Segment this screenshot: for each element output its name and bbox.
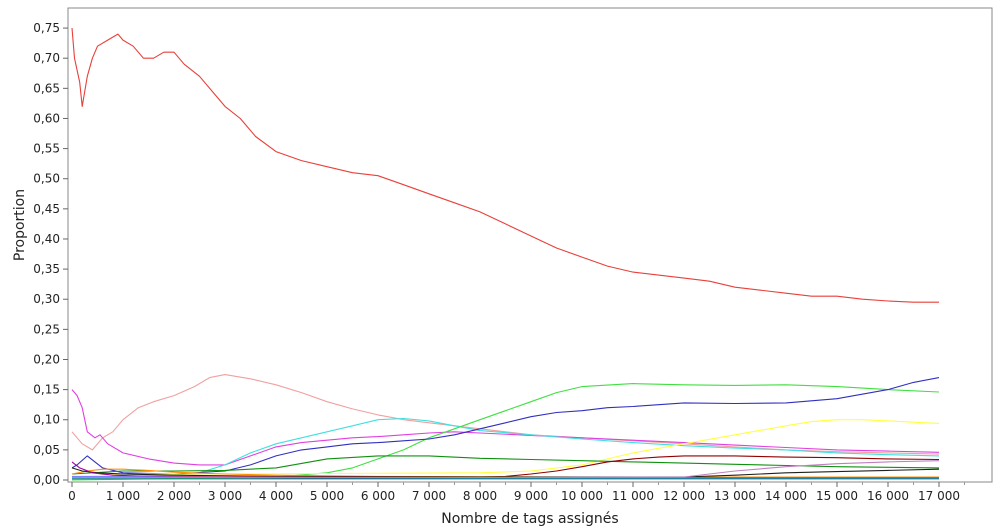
plot-area — [67, 7, 993, 483]
y-tick-label: 0,05 — [33, 443, 60, 457]
y-axis-title: Proportion — [12, 189, 28, 261]
y-tick-label: 0,45 — [33, 202, 60, 216]
x-tick-label: 13 000 — [714, 489, 756, 503]
y-tick-label: 0,70 — [33, 51, 60, 65]
series-layer — [71, 28, 940, 481]
y-tick-label: 0,15 — [33, 383, 60, 397]
x-tick-label: 2 000 — [157, 489, 191, 503]
x-axis: 0 1 000 2 000 3 000 4 000 5 000 6 000 7 000 8 00… — [68, 482, 965, 503]
y-tick-label: 0,25 — [33, 322, 60, 336]
x-axis-title: Nombre de tags assignés — [441, 511, 618, 527]
y-tick-label: 0,40 — [33, 232, 60, 246]
y-tick-label: 0,75 — [33, 21, 60, 35]
x-tick-label: 10 000 — [561, 489, 603, 503]
y-tick-label: 0,35 — [33, 262, 60, 276]
y-tick-label: 0,65 — [33, 81, 60, 95]
series-line-3 — [71, 389, 940, 466]
x-tick-label: 14 000 — [765, 489, 807, 503]
series-line-7 — [71, 419, 940, 478]
x-tick-label: 5 000 — [310, 489, 344, 503]
y-tick-label: 0,60 — [33, 111, 60, 125]
x-tick-label: 17 000 — [918, 489, 960, 503]
x-tick-label: 8 000 — [463, 489, 497, 503]
y-tick-label: 0,00 — [33, 473, 60, 487]
y-tick-label: 0,30 — [33, 292, 60, 306]
y-axis: 0,00 0,05 0,10 0,15 0,20 0,25 0,30 0,35 0,40 0,45… — [33, 21, 68, 487]
x-tick-label: 4 000 — [259, 489, 293, 503]
y-tick-label: 0,50 — [33, 172, 60, 186]
y-tick-label: 0,55 — [33, 142, 60, 156]
x-tick-label: 11 000 — [612, 489, 654, 503]
y-tick-label: 0,20 — [33, 352, 60, 366]
y-tick-label: 0,10 — [33, 413, 60, 427]
series-line-1 — [71, 28, 939, 303]
x-tick-label: 3 000 — [208, 489, 242, 503]
x-tick-label: 15 000 — [816, 489, 858, 503]
x-tick-label: 0 — [68, 489, 76, 503]
x-tick-label: 12 000 — [663, 489, 705, 503]
x-tick-label: 1 000 — [106, 489, 140, 503]
x-tick-label: 9 000 — [514, 489, 548, 503]
x-tick-label: 16 000 — [867, 489, 909, 503]
series-line-5 — [71, 383, 940, 481]
x-tick-label: 6 000 — [361, 489, 395, 503]
x-tick-label: 7 000 — [412, 489, 446, 503]
series-line-11 — [71, 467, 940, 478]
series-line-15 — [71, 475, 939, 479]
series-line-2 — [71, 374, 940, 455]
series-line-4 — [71, 417, 940, 478]
